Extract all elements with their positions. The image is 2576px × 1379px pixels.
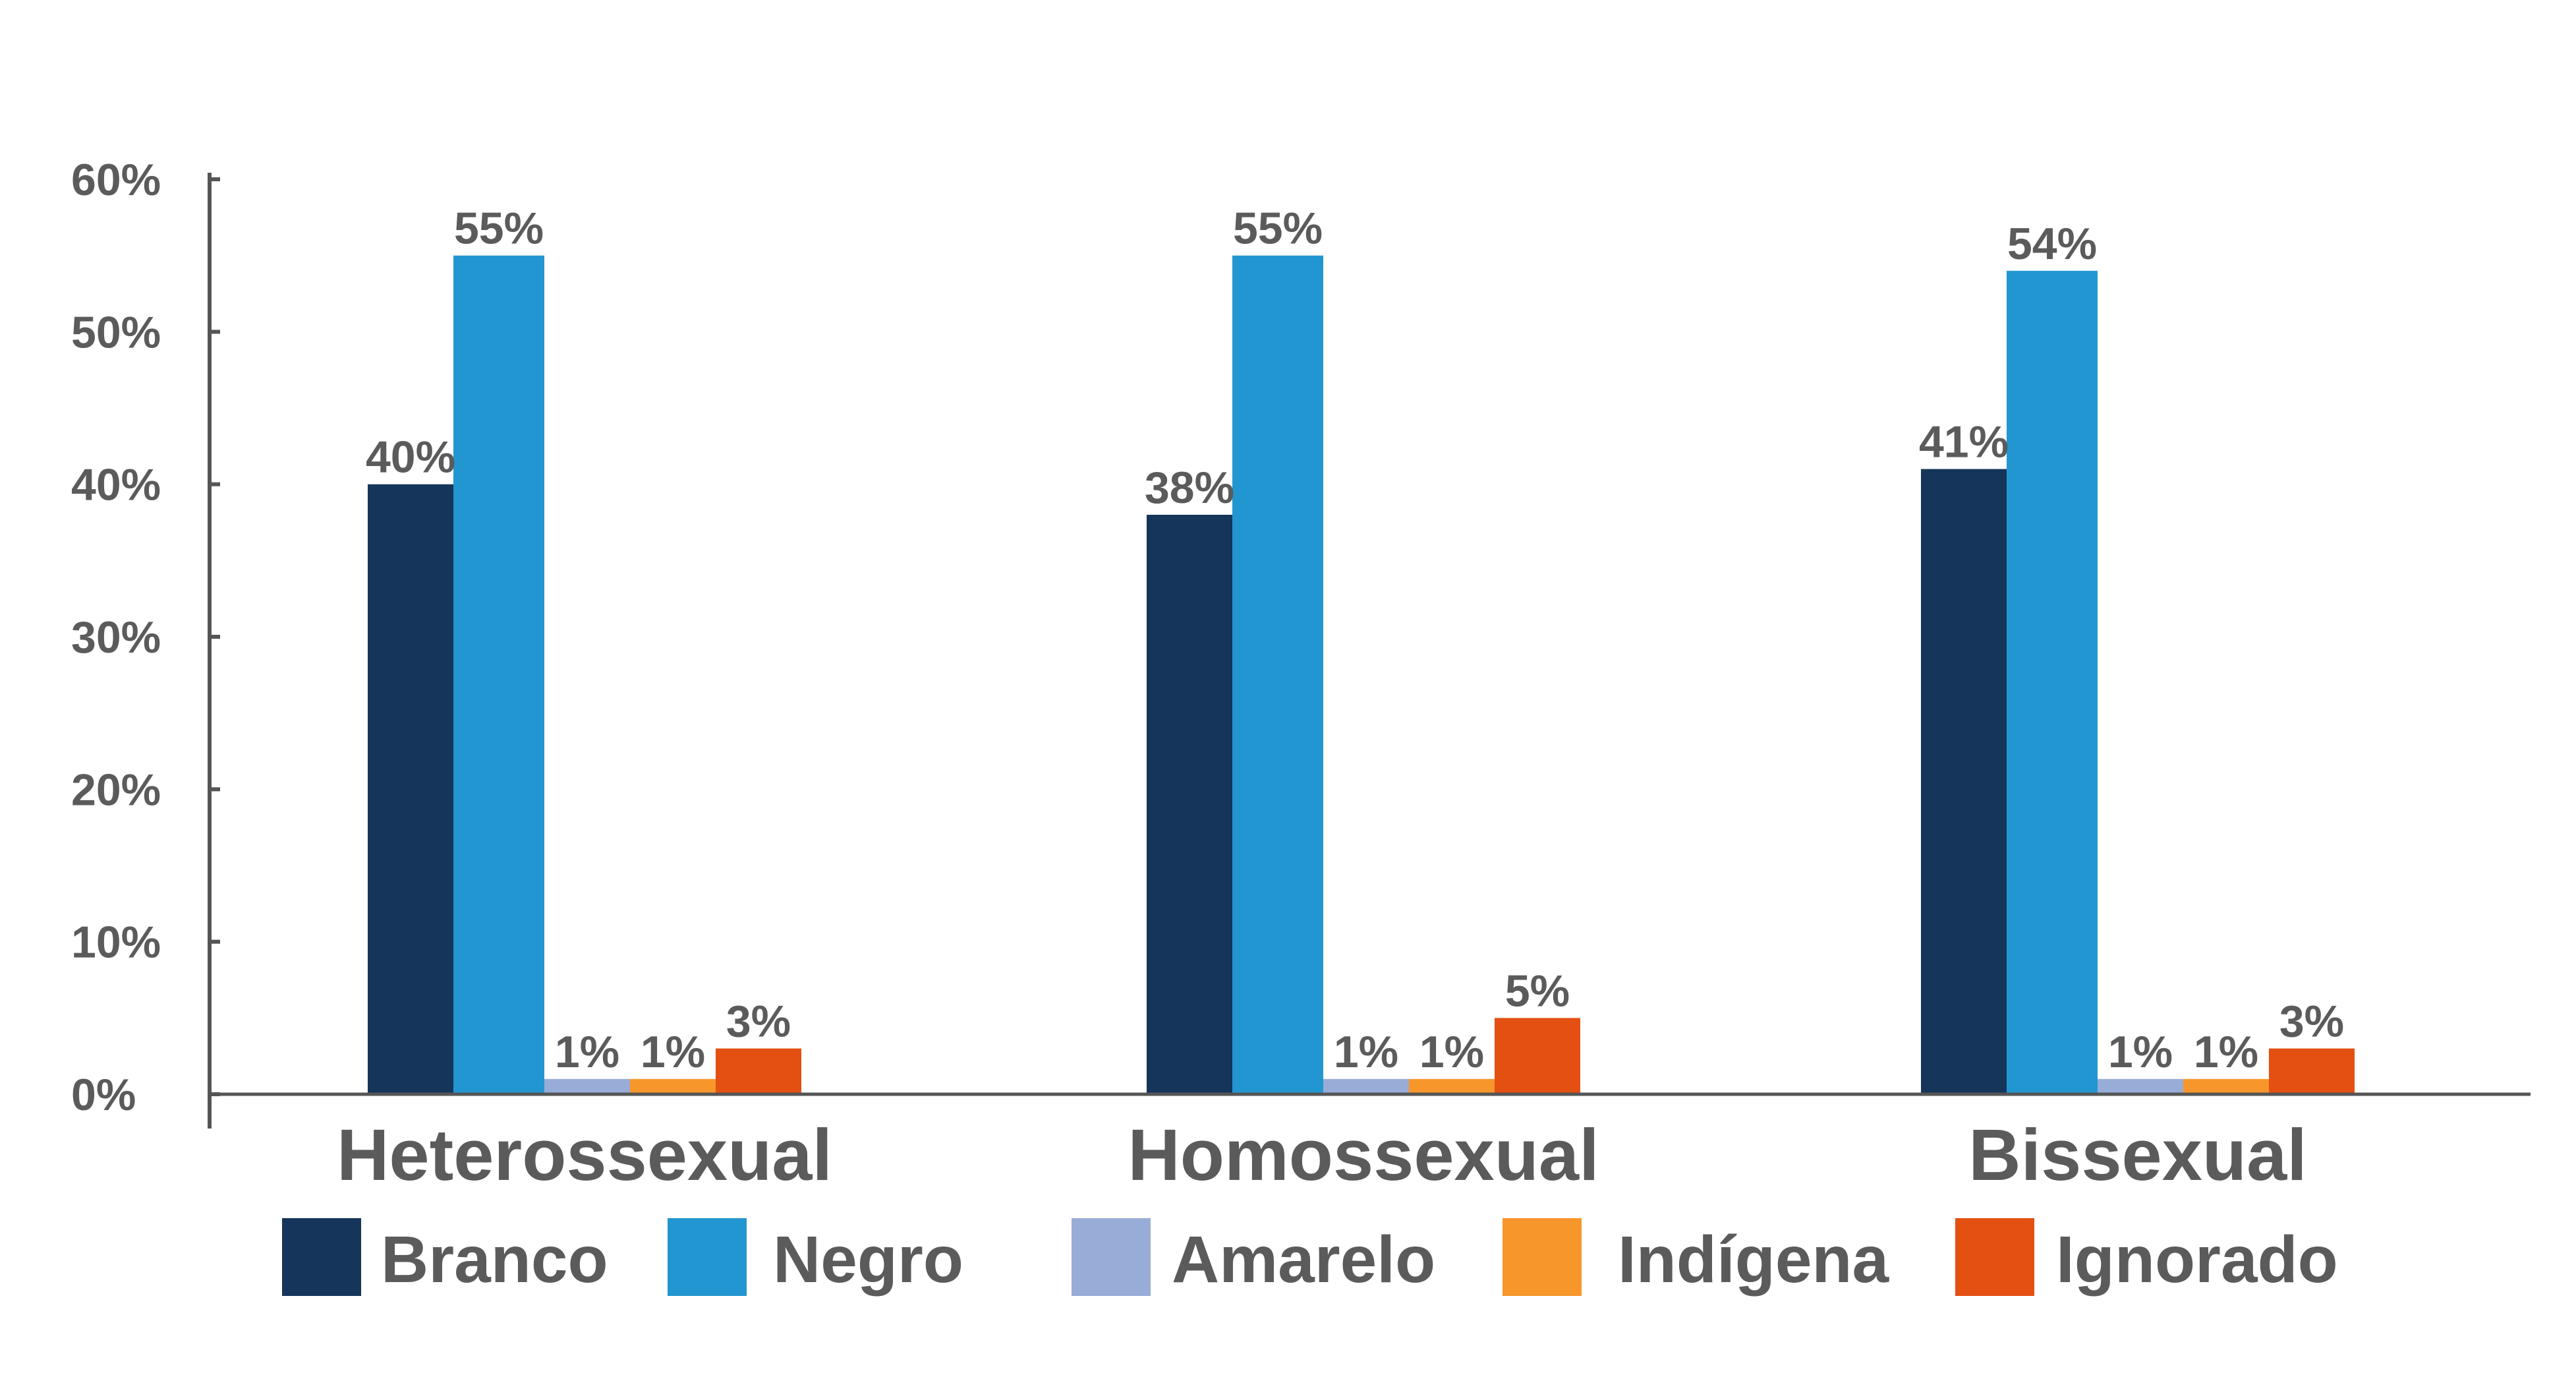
y-tick-label: 30% <box>71 612 161 662</box>
y-axis: 0% 10% 20% 30% 40% 50% 60% <box>71 155 220 1129</box>
legend-swatch-negro <box>668 1218 747 1296</box>
legend-label-branco: Branco <box>381 1223 608 1297</box>
legend-swatch-ignorado <box>1955 1218 2034 1296</box>
bar-negro-bissexual <box>2007 270 2098 1094</box>
bar-negro-homossexual <box>1232 255 1323 1095</box>
data-label: 5% <box>1505 966 1570 1016</box>
data-label: 1% <box>555 1027 619 1077</box>
data-label: 1% <box>1334 1027 1398 1077</box>
legend-swatch-branco <box>282 1218 361 1296</box>
legend-label-ind-gena: Indígena <box>1618 1223 1890 1297</box>
bar-ignorado-homossexual <box>1495 1018 1580 1094</box>
data-label: 1% <box>1419 1027 1484 1077</box>
data-label: 40% <box>366 432 455 483</box>
bar-amarelo-heterossexual <box>544 1078 630 1094</box>
bar-ignorado-bissexual <box>2269 1048 2355 1094</box>
data-label: 1% <box>641 1027 705 1077</box>
bar-ind-gena-heterossexual <box>630 1078 716 1094</box>
bar-branco-bissexual <box>1921 469 2007 1094</box>
data-label: 1% <box>2108 1027 2173 1077</box>
legend-swatch-ind-gena <box>1503 1218 1582 1296</box>
category-label-homossexual: Homossexual <box>1128 1115 1599 1196</box>
bar-branco-heterossexual <box>368 484 453 1094</box>
bar-ind-gena-homossexual <box>1409 1078 1495 1094</box>
bars <box>368 255 2355 1095</box>
category-label-bissexual: Bissexual <box>1968 1115 2307 1196</box>
data-label: 1% <box>2194 1027 2258 1077</box>
data-label: 54% <box>2007 219 2097 269</box>
legend-label-amarelo: Amarelo <box>1172 1223 1435 1297</box>
data-label: 3% <box>2279 997 2344 1047</box>
data-labels: 40% 55% 1% 1% 3% 38% 55% 1% 1% 5% 41% 54% 1% 1% 3% <box>366 204 2344 1077</box>
category-label-heterossexual: Heterossexual <box>337 1115 832 1196</box>
y-tick-label: 50% <box>71 307 161 357</box>
y-tick-label: 40% <box>71 460 161 510</box>
y-tick-label: 10% <box>71 918 161 968</box>
y-tick-label: 60% <box>71 155 161 205</box>
data-label: 3% <box>726 997 791 1047</box>
legend-label-ignorado: Ignorado <box>2056 1223 2338 1297</box>
bar-ind-gena-bissexual <box>2183 1078 2269 1094</box>
data-label: 55% <box>1233 204 1323 254</box>
x-axis: Heterossexual Homossexual Bissexual <box>210 1092 2531 1196</box>
bar-negro-heterossexual <box>453 255 544 1095</box>
legend-label-negro: Negro <box>773 1223 963 1297</box>
bar-ignorado-heterossexual <box>716 1048 801 1094</box>
legend-swatch-amarelo <box>1072 1218 1151 1296</box>
bar-amarelo-homossexual <box>1323 1078 1409 1094</box>
data-label: 55% <box>454 204 544 254</box>
y-tick-label: 20% <box>71 765 161 815</box>
bar-amarelo-bissexual <box>2098 1078 2183 1094</box>
legend: Branco Negro Amarelo Indígena Ignorado <box>282 1218 2338 1297</box>
bar-branco-homossexual <box>1147 514 1232 1094</box>
data-label: 38% <box>1145 463 1234 513</box>
y-tick-label: 0% <box>71 1070 136 1120</box>
data-label: 41% <box>1919 417 2009 467</box>
